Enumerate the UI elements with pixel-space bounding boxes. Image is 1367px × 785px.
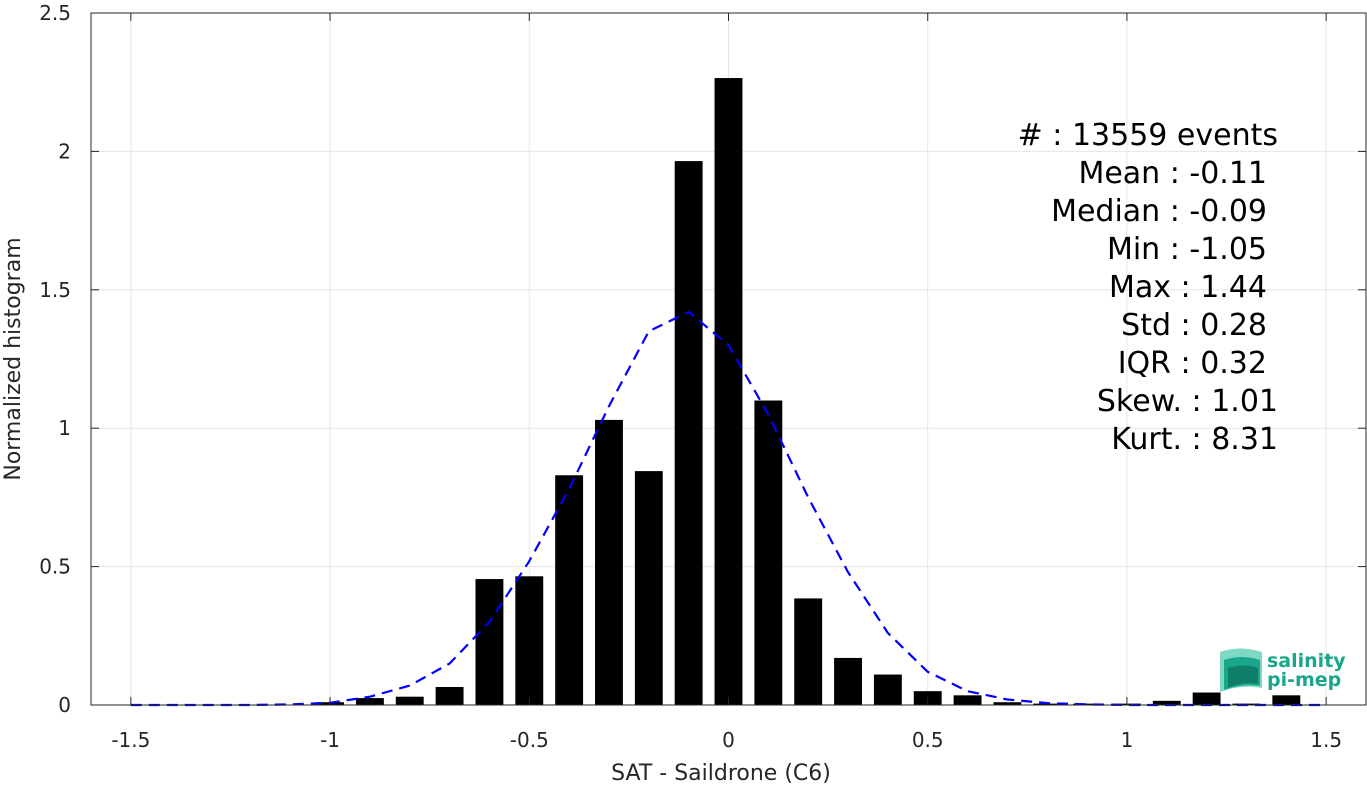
stat-median: Median : -0.09 xyxy=(1051,194,1267,229)
histogram-bar xyxy=(1073,703,1102,705)
histogram-bar xyxy=(794,598,823,705)
stat-events: # : 13559 events xyxy=(1018,118,1278,153)
y-tick-label: 1.5 xyxy=(39,278,71,302)
histogram-bar xyxy=(834,657,862,705)
x-tick-label: 0.5 xyxy=(912,728,944,752)
histogram-bar xyxy=(953,695,982,705)
logo-line1: salinity xyxy=(1267,650,1346,672)
histogram-bar xyxy=(674,161,703,705)
y-axis-ticks: 0 0.5 1 1.5 2 2.5 xyxy=(39,1,1366,717)
histogram-bar xyxy=(515,576,544,705)
logo-line2: pi-mep xyxy=(1267,669,1341,691)
histogram-bar xyxy=(873,674,902,705)
histogram-bar xyxy=(1272,695,1301,705)
histogram-bar xyxy=(475,579,504,705)
y-axis-title: Normalized histogram xyxy=(1,237,26,480)
y-tick-label: 0 xyxy=(58,693,71,717)
histogram-bar xyxy=(355,698,384,705)
y-tick-label: 1 xyxy=(58,416,71,440)
x-tick-label: 1 xyxy=(1121,728,1134,752)
histogram-bar xyxy=(993,702,1022,705)
x-tick-label: -1.5 xyxy=(111,728,150,752)
histogram-bars xyxy=(316,78,1301,706)
histogram-bar xyxy=(555,475,584,705)
stat-min: Min : -1.05 xyxy=(1107,232,1267,267)
histogram-bar xyxy=(1033,703,1062,705)
stats-box: # : 13559 events Mean : -0.11 Median : -… xyxy=(1018,118,1278,457)
x-axis-title: SAT - Saildrone (C6) xyxy=(611,761,831,785)
x-tick-label: -1 xyxy=(320,728,340,752)
stat-kurt: Kurt. : 8.31 xyxy=(1111,422,1278,457)
stat-mean: Mean : -0.11 xyxy=(1078,156,1267,191)
x-tick-label: 1.5 xyxy=(1310,728,1342,752)
histogram-bar xyxy=(714,78,743,706)
histogram-bar xyxy=(1192,692,1221,705)
stat-iqr: IQR : 0.32 xyxy=(1118,346,1267,381)
salinity-pimep-logo: salinity pi-mep xyxy=(1220,648,1346,692)
y-tick-label: 0.5 xyxy=(39,555,71,579)
histogram-bar xyxy=(1152,700,1181,705)
x-axis-ticks: -1.5 -1 -0.5 0 0.5 1 1.5 xyxy=(111,13,1342,752)
histogram-bar xyxy=(754,400,783,705)
stat-skew: Skew. : 1.01 xyxy=(1097,384,1278,419)
histogram-bar xyxy=(435,687,464,705)
wave-logo-icon xyxy=(1220,648,1262,692)
x-tick-label: -0.5 xyxy=(510,728,549,752)
histogram-bar xyxy=(395,696,424,705)
histogram-bar xyxy=(595,419,623,705)
stat-std: Std : 0.28 xyxy=(1121,308,1267,343)
x-tick-label: 0 xyxy=(722,728,735,752)
y-tick-label: 2.5 xyxy=(39,1,71,25)
stat-max: Max : 1.44 xyxy=(1109,270,1267,305)
y-tick-label: 2 xyxy=(58,139,71,163)
histogram-bar xyxy=(634,471,663,705)
